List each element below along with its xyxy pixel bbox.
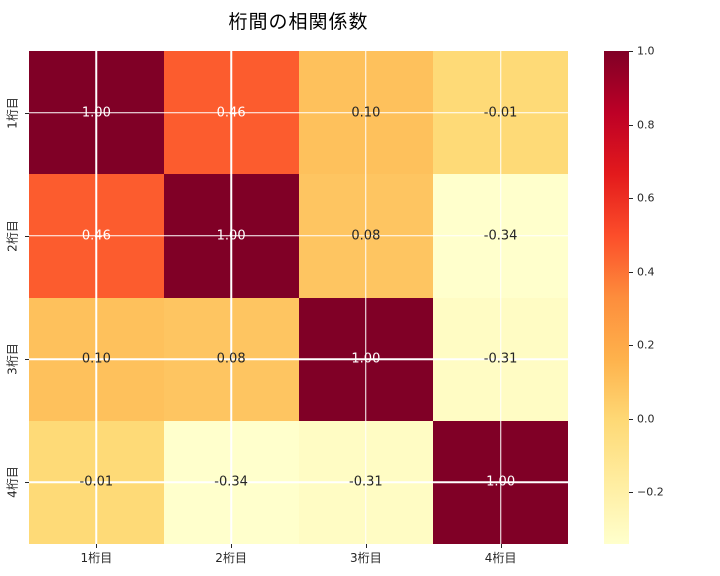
cell-value: -0.31 bbox=[483, 351, 518, 367]
cell-value: 0.46 bbox=[81, 228, 111, 244]
x-tick-label: 3桁目 bbox=[350, 551, 382, 565]
colorbar-tick-label: −0.2 bbox=[637, 485, 664, 499]
cell-annotation-box: -0.34 bbox=[164, 421, 299, 544]
gridline-horizontal bbox=[29, 111, 568, 114]
gridline-horizontal bbox=[29, 235, 568, 237]
cell-value: 0.08 bbox=[351, 228, 381, 244]
cell-annotation-box: -0.01 bbox=[433, 51, 568, 174]
x-tick-label: 2桁目 bbox=[215, 551, 247, 565]
cell-value: -0.34 bbox=[483, 228, 518, 244]
colorbar-tick bbox=[629, 345, 633, 347]
cell-value: 0.46 bbox=[216, 105, 246, 121]
colorbar-tick bbox=[629, 271, 633, 273]
cell-value: 0.08 bbox=[216, 351, 246, 367]
gridline-horizontal bbox=[29, 358, 568, 360]
y-tick-label: 1桁目 bbox=[5, 96, 20, 129]
cell-value: -0.34 bbox=[214, 474, 248, 490]
cell-value: 1.00 bbox=[81, 105, 111, 121]
cell-value: 1.00 bbox=[351, 351, 381, 367]
cell-value: -0.31 bbox=[349, 474, 383, 490]
y-tick-label: 2桁目 bbox=[5, 220, 20, 252]
cell-annotation-box: -0.31 bbox=[433, 298, 568, 421]
x-tick-label: 4桁目 bbox=[484, 551, 517, 565]
colorbar-tick bbox=[629, 492, 633, 494]
y-axis-tick bbox=[25, 235, 29, 237]
heatmap-plot-area: 1.00 0.46 0.10 -0.01 0.46 1.00 0.08 -0.34 0.10 0.… bbox=[29, 51, 568, 544]
cell-annotation-box: 1.00 bbox=[433, 421, 568, 544]
cell-annotation-box: -0.31 bbox=[299, 421, 434, 544]
gridline-vertical bbox=[230, 51, 232, 544]
colorbar-tick bbox=[629, 198, 633, 200]
cell-value: 1.00 bbox=[486, 474, 516, 490]
colorbar-tick-label: 0.8 bbox=[637, 118, 655, 132]
colorbar-tick bbox=[629, 124, 633, 126]
cell-annotation-box: 0.08 bbox=[164, 298, 299, 421]
x-axis-tick bbox=[365, 544, 367, 548]
x-axis-tick bbox=[231, 544, 233, 548]
cell-value: -0.01 bbox=[483, 105, 518, 121]
colorbar-tick-label: 0.2 bbox=[637, 338, 655, 352]
y-tick-label: 4桁目 bbox=[5, 466, 20, 499]
colorbar-tick-label: 0.0 bbox=[637, 412, 655, 426]
cell-annotation-box: 1.00 bbox=[299, 298, 434, 421]
y-axis-tick bbox=[25, 482, 29, 484]
colorbar-tick-label: 0.4 bbox=[637, 265, 655, 279]
gridline-vertical bbox=[499, 51, 502, 544]
gridline-vertical bbox=[95, 51, 98, 544]
cell-annotation-box: -0.34 bbox=[433, 174, 568, 297]
y-tick-label: 3桁目 bbox=[5, 343, 20, 375]
colorbar-gradient bbox=[604, 51, 629, 544]
chart-title: 桁間の相関係数 bbox=[228, 11, 369, 33]
cell-value: 0.10 bbox=[81, 351, 111, 367]
y-axis-tick bbox=[25, 112, 29, 114]
cell-value: -0.01 bbox=[79, 474, 114, 490]
x-axis-tick bbox=[500, 544, 502, 548]
x-axis-tick bbox=[96, 544, 98, 548]
colorbar-tick-label: 0.6 bbox=[637, 191, 655, 205]
cell-annotation-box: 0.10 bbox=[29, 298, 164, 421]
cell-annotation-box: 0.46 bbox=[29, 174, 164, 297]
cell-annotation-box: 1.00 bbox=[29, 51, 164, 174]
colorbar-tick bbox=[629, 51, 633, 52]
cell-annotation-box: 0.46 bbox=[164, 51, 299, 174]
cell-value: 1.00 bbox=[216, 228, 246, 244]
colorbar-tick bbox=[629, 418, 633, 420]
colorbar: 1.0 0.8 0.6 0.4 0.2 0.0 −0.2 bbox=[604, 45, 664, 544]
gridline-horizontal bbox=[29, 481, 568, 484]
cell-annotation-box: 1.00 bbox=[164, 174, 299, 297]
cell-value: 0.10 bbox=[351, 105, 381, 121]
x-tick-label: 1桁目 bbox=[80, 551, 113, 565]
cell-annotation-box: 0.10 bbox=[299, 51, 434, 174]
gridline-vertical bbox=[365, 51, 367, 544]
cell-annotation-box: 0.08 bbox=[299, 174, 434, 297]
cell-annotation-box: -0.01 bbox=[29, 421, 164, 544]
y-axis-tick bbox=[25, 359, 29, 361]
colorbar-tick-label: 1.0 bbox=[637, 44, 655, 58]
